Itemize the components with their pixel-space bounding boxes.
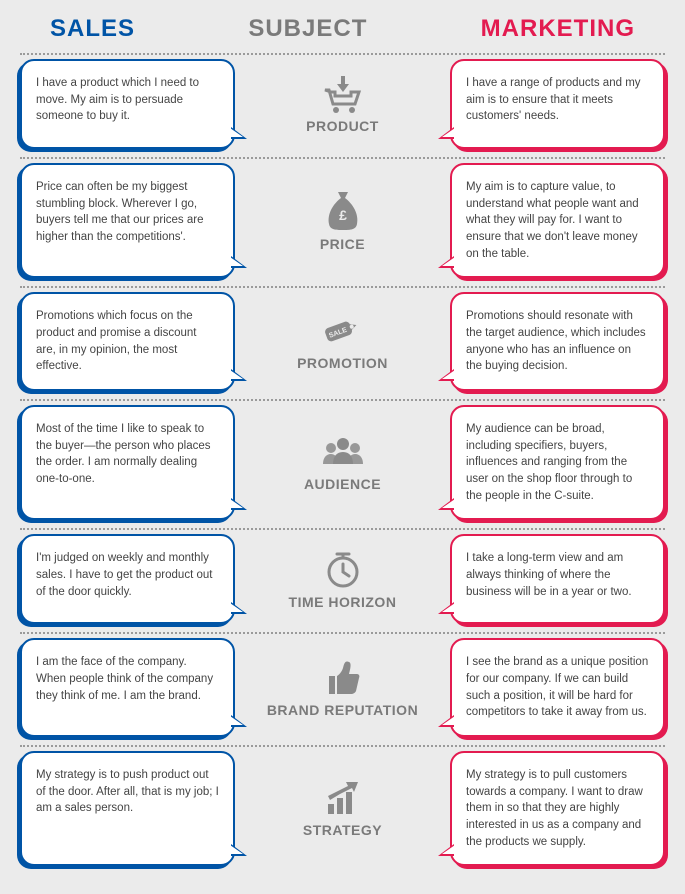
divider [20,53,665,55]
row-brand-reputation: I am the face of the company. When peopl… [20,638,665,737]
subject-label: AUDIENCE [304,476,381,492]
subject-col: £ PRICE [235,163,450,278]
sales-bubble: Most of the time I like to speak to the … [20,405,235,520]
people-group-icon [321,434,365,472]
header-marketing: MARKETING [481,15,635,43]
row-product: I have a product which I need to move. M… [20,59,665,149]
sales-bubble: I am the face of the company. When peopl… [20,638,235,737]
subject-label: STRATEGY [303,822,382,838]
subject-label: TIME HORIZON [289,594,397,610]
clock-icon [323,548,363,590]
header-row: SALES SUBJECT MARKETING [20,15,665,43]
bar-chart-up-icon [322,780,364,818]
subject-col: AUDIENCE [235,405,450,520]
subject-col: STRATEGY [235,751,450,866]
row-promotion: Promotions which focus on the product an… [20,292,665,391]
divider [20,528,665,530]
cart-download-icon [321,74,365,114]
row-audience: Most of the time I like to speak to the … [20,405,665,520]
sale-tag-icon: SALE [320,313,366,351]
subject-label: BRAND REPUTATION [267,702,418,718]
header-subject: SUBJECT [248,15,367,43]
row-time-horizon: I'm judged on weekly and monthly sales. … [20,534,665,624]
svg-text:£: £ [339,207,347,223]
row-strategy: My strategy is to push product out of th… [20,751,665,866]
money-bag-icon: £ [323,190,363,232]
marketing-bubble: My aim is to capture value, to understan… [450,163,665,278]
subject-col: BRAND REPUTATION [235,638,450,737]
subject-label: PROMOTION [297,355,388,371]
divider [20,157,665,159]
sales-bubble: Promotions which focus on the product an… [20,292,235,391]
divider [20,745,665,747]
marketing-bubble: I see the brand as a unique position for… [450,638,665,737]
divider [20,632,665,634]
subject-col: PRODUCT [235,59,450,149]
marketing-bubble: My strategy is to pull customers towards… [450,751,665,866]
divider [20,286,665,288]
subject-col: TIME HORIZON [235,534,450,624]
sales-bubble: Price can often be my biggest stumbling … [20,163,235,278]
marketing-bubble: My audience can be broad, including spec… [450,405,665,520]
marketing-bubble: I take a long-term view and am always th… [450,534,665,624]
subject-label: PRODUCT [306,118,379,134]
subject-col: SALE PROMOTION [235,292,450,391]
row-price: Price can often be my biggest stumbling … [20,163,665,278]
sales-bubble: My strategy is to push product out of th… [20,751,235,866]
header-sales: SALES [50,15,135,43]
thumbs-up-icon [323,658,363,698]
sales-bubble: I have a product which I need to move. M… [20,59,235,149]
divider [20,399,665,401]
subject-label: PRICE [320,236,365,252]
marketing-bubble: Promotions should resonate with the targ… [450,292,665,391]
sales-bubble: I'm judged on weekly and monthly sales. … [20,534,235,624]
marketing-bubble: I have a range of products and my aim is… [450,59,665,149]
